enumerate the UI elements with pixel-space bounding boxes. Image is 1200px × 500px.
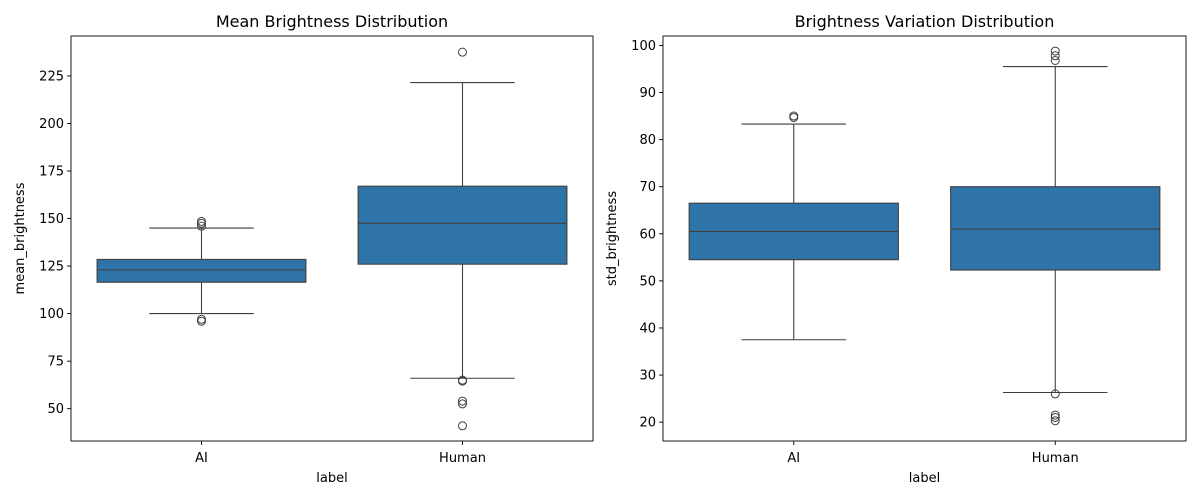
y-axis-label: mean_brightness [13, 182, 28, 294]
outlier-point [1050, 412, 1060, 422]
outlier-point [458, 47, 467, 57]
x-tick-label: Human [1032, 451, 1079, 466]
y-tick-label: 200 [39, 117, 64, 132]
outlier-point [458, 396, 467, 406]
outlier-point [458, 421, 467, 431]
y-tick-label: 20 [639, 416, 656, 431]
y-axis-label: std_brightness [605, 191, 620, 286]
outlier-point [1050, 416, 1060, 426]
y-tick-label: 30 [639, 369, 656, 384]
outlier-point [1050, 51, 1060, 61]
y-tick-label: 100 [631, 39, 656, 54]
x-tick-label: AI [195, 451, 208, 466]
outlier-point [789, 111, 799, 121]
outlier-point [1050, 46, 1060, 56]
outlier-point [458, 399, 467, 409]
y-tick-label: 100 [39, 307, 64, 322]
y-tick-label: 60 [639, 227, 656, 242]
x-axis-label: label [909, 471, 940, 486]
y-tick-label: 50 [639, 274, 656, 289]
iqr-box [950, 186, 1161, 271]
x-axis-label: label [316, 471, 347, 486]
outlier-point [197, 221, 206, 231]
plot-frame [662, 35, 1187, 442]
plot-frame [70, 35, 594, 442]
outlier-point [197, 316, 206, 326]
y-tick-label: 175 [39, 165, 64, 180]
y-tick-label: 125 [39, 260, 64, 275]
box-human [357, 47, 568, 431]
x-tick-label: AI [787, 451, 800, 466]
y-tick-label: 225 [39, 69, 64, 84]
y-tick-label: 150 [39, 212, 64, 227]
outlier-point [458, 375, 467, 385]
chart-title: Mean Brightness Distribution [216, 12, 448, 31]
iqr-box [96, 258, 307, 283]
y-tick-label: 40 [639, 321, 656, 336]
chart-title: Brightness Variation Distribution [795, 12, 1055, 31]
y-tick-label: 75 [47, 355, 64, 370]
y-tick-label: 70 [639, 180, 656, 195]
y-tick-label: 90 [639, 86, 656, 101]
box-human [950, 46, 1161, 426]
outlier-point [197, 314, 206, 324]
outlier-point [1050, 389, 1060, 399]
outlier-point [1050, 410, 1060, 420]
y-tick-label: 80 [639, 133, 656, 148]
outlier-point [1050, 55, 1060, 65]
box-ai [688, 111, 899, 341]
iqr-box [357, 185, 568, 265]
outlier-point [197, 216, 206, 226]
y-tick-label: 50 [47, 402, 64, 417]
chart-panel-1: 50 75 100 125 150 175 200 225 AI Human Mean Bright… [13, 12, 594, 486]
x-tick-label: Human [439, 451, 486, 466]
chart-panel-2: 20 30 40 50 60 70 80 90 100 AI Human Brightness Var… [605, 12, 1187, 486]
box-ai [96, 216, 307, 326]
